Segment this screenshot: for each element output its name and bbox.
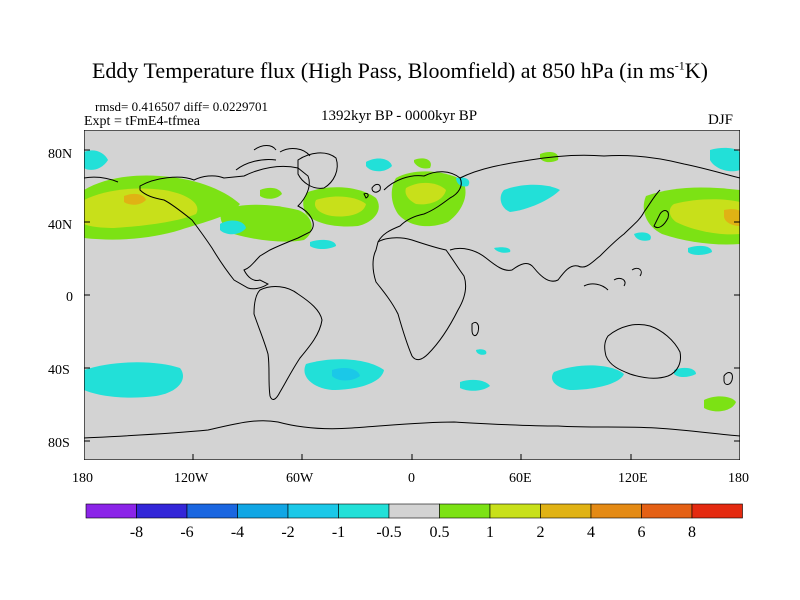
colorbar-swatch [85,503,137,519]
lon-label-60w: 60W [286,471,314,486]
colorbar-swatch [237,503,289,519]
cyan-field [476,349,487,355]
lon-label-60e: 60E [509,471,532,486]
colorbar-label: -4 [231,524,244,541]
colorbar-swatch [641,503,693,519]
antarctica-coast [84,420,740,439]
cyan-field [220,220,246,235]
asia-south-coast [449,189,661,282]
south-america-coast [253,286,323,400]
europe-coast [377,171,462,243]
lon-label-0: 0 [408,471,415,486]
colorbar-swatch [338,503,390,519]
orange-field [124,193,146,205]
coastlines [84,145,740,439]
cyan-field [688,245,712,255]
plot-title: Eddy Temperature flux (High Pass, Bloomf… [91,58,708,83]
cyan-field [494,247,511,253]
colorbar-label: -8 [130,524,143,541]
season-label: DJF [708,112,734,128]
lon-label-120e: 120E [618,471,648,486]
british-isles-coast [363,183,381,199]
colorbar-label: 6 [638,524,646,541]
green-field [704,396,736,412]
lon-label-120w: 120W [174,471,209,486]
colorbar-swatch [388,503,440,519]
lat-label-40s: 40S [48,363,70,378]
green-field [260,187,282,199]
lat-label-40n: 40N [48,218,72,233]
cyan-field [366,158,392,172]
yellow-field [314,196,366,217]
colorbar-swatch [489,503,541,519]
lat-label-80n: 80N [48,147,72,162]
cyan-field [674,367,696,377]
cyan-field [310,239,336,249]
colorbar-label: 4 [587,524,595,541]
colorbar-swatch [287,503,339,519]
cyan-field [710,147,740,172]
yellow-field [669,199,740,235]
new-zealand-coast [723,372,733,385]
colorbar-label: -0.5 [376,524,401,541]
japan-coast [653,210,669,229]
colorbar-label: 8 [688,524,696,541]
lat-label-80s: 80S [48,436,70,451]
cyan-field [500,184,560,212]
colorbar-swatch [136,503,188,519]
world-map [84,130,740,460]
africa-coast [372,237,467,361]
arctic-islands-coast [235,145,311,171]
anomaly-fields [84,147,740,412]
colorbar-label: -1 [332,524,345,541]
cyan-field [551,365,624,390]
colorbar-label: 0.5 [430,524,450,541]
asia-north-coast [84,154,740,183]
lon-label-180w: 180 [72,471,93,486]
colorbar-swatch [691,503,743,519]
cyan-field [634,232,651,241]
colorbar-label: 2 [537,524,545,541]
colorbar-label: -2 [281,524,294,541]
greenland-coast [297,152,338,189]
green-field [220,204,312,242]
colorbar-label: -6 [180,524,193,541]
yellow-field [405,182,446,205]
north-america-coast [139,165,314,290]
light-blue-field [332,368,360,381]
cyan-field [460,379,490,391]
rmsd-diff-label: rmsd= 0.416507 diff= 0.0229701 [95,99,268,114]
colorbar-label: 1 [486,524,494,541]
maritime-asia-coast [583,267,642,291]
yellow-field [84,188,198,228]
colorbar-swatch [186,503,238,519]
lat-label-0: 0 [66,290,73,305]
cyan-field [84,150,108,170]
australia-coast [604,323,681,379]
cyan-field [456,177,470,187]
colorbar-swatch [540,503,592,519]
colorbar-swatch [439,503,491,519]
cyan-field [84,362,183,398]
green-field [414,158,431,169]
period-label: 1392kyr BP - 0000kyr BP [321,108,478,124]
madagascar-coast [471,321,479,337]
colorbar-swatch [590,503,642,519]
experiment-label: Expt = tFmE4-tfmea [84,114,200,129]
lon-label-180e: 180 [728,471,749,486]
